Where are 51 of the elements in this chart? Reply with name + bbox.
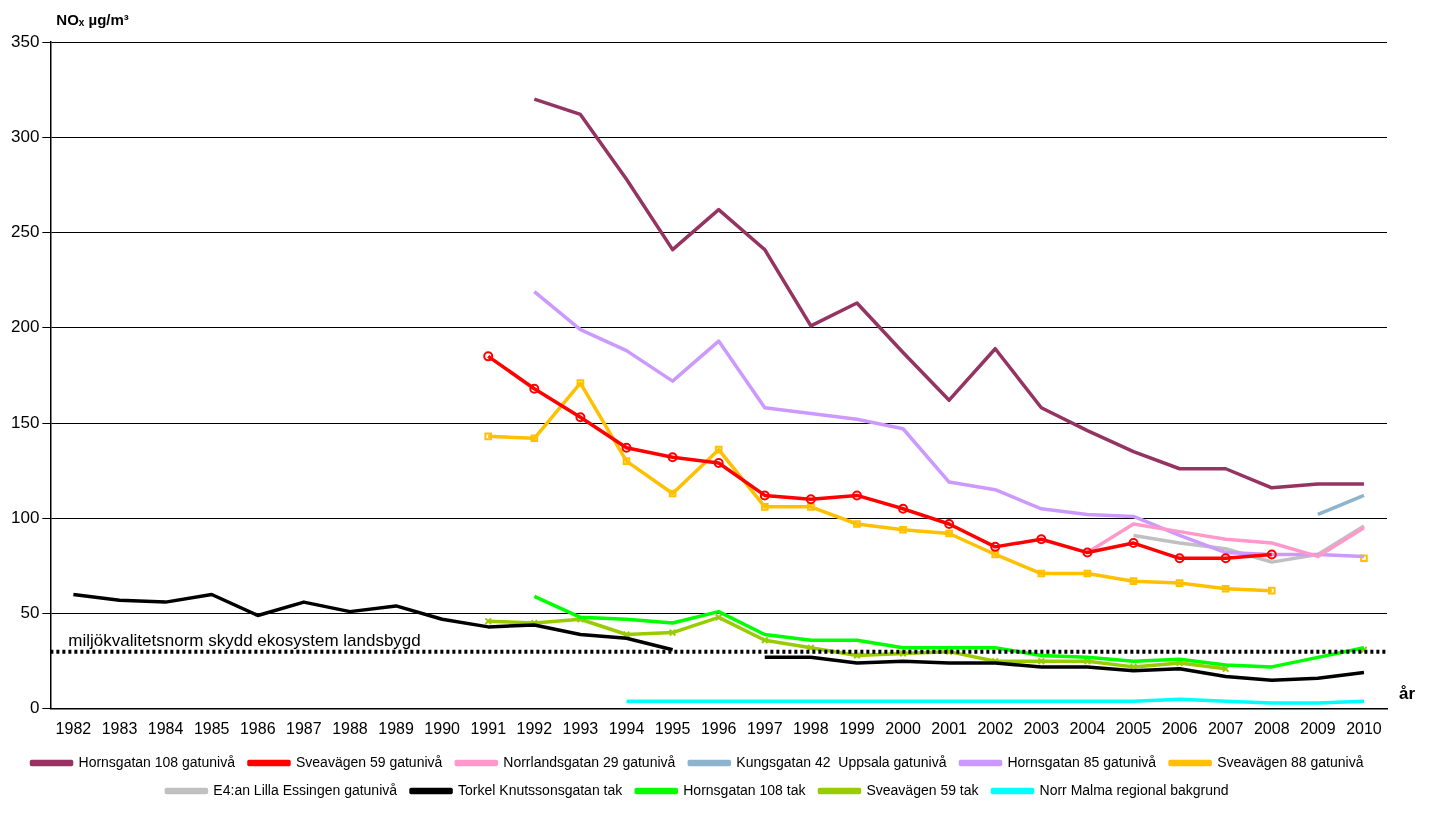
x-tick-label: 2000 (885, 719, 921, 737)
legend-label: Torkel Knutssonsgatan tak (458, 781, 624, 798)
x-tick-label: 2002 (977, 719, 1014, 737)
x-tick-label: 1992 (516, 719, 553, 737)
x-tick-label: 1988 (332, 719, 368, 737)
legend-label: Kungsgatan 42 Uppsala gatunivå (736, 753, 947, 770)
x-tick-label: 2006 (1161, 719, 1198, 737)
legend-label: Norrlandsgatan 29 gatunivå (503, 753, 676, 770)
x-tick-label: 1982 (55, 719, 92, 737)
x-tick-label: 1986 (239, 719, 276, 737)
x-tick-label: 1996 (700, 719, 737, 737)
legend-label: Norr Malma regional bakgrund (1039, 781, 1229, 798)
legend-label: Hornsgatan 108 gatunivå (78, 753, 236, 770)
x-tick-label: 1989 (378, 719, 414, 737)
x-tick-label: 2009 (1300, 719, 1336, 737)
ref-line-label: miljökvalitetsnorm skydd ekosystem landsbygd (68, 630, 421, 650)
x-tick-label: 2008 (1253, 719, 1290, 737)
legend-label: Sveavägen 59 tak (866, 781, 980, 798)
x-tick-label: 1997 (746, 719, 783, 737)
x-tick-label: 2001 (931, 719, 968, 737)
y-tick-label: 300 (10, 126, 40, 146)
y-tick-label: 100 (10, 507, 40, 527)
y-tick-label: 0 (29, 698, 40, 718)
y-tick-label: 150 (10, 412, 40, 432)
y-tick-label: 50 (20, 603, 40, 623)
x-tick-label: 2003 (1023, 719, 1060, 737)
legend-label: Hornsgatan 85 gatunivå (1007, 753, 1157, 770)
x-tick-label: 1998 (793, 719, 829, 737)
y-axis-title: NOₓ µg/m³ (56, 10, 129, 28)
x-tick-label: 2005 (1115, 719, 1152, 737)
x-tick-label: 1991 (470, 719, 507, 737)
legend-label: Hornsgatan 108 tak (683, 781, 807, 798)
legend-label: E4:an Lilla Essingen gatunivå (213, 781, 398, 798)
x-tick-label: 1984 (147, 719, 184, 737)
x-tick-label: 1994 (608, 719, 645, 737)
x-tick-label: 1995 (654, 719, 691, 737)
x-tick-label: 1987 (286, 719, 322, 737)
x-tick-label: 2010 (1346, 719, 1382, 737)
legend-label: Sveavägen 59 gatunivå (295, 753, 443, 770)
x-tick-label: 1999 (839, 719, 875, 737)
x-tick-label: 1985 (193, 719, 230, 737)
x-tick-label: 1990 (424, 719, 461, 737)
legend-label: Sveavägen 88 gatunivå (1217, 753, 1364, 770)
y-tick-label: 200 (10, 317, 40, 337)
y-tick-label: 250 (10, 222, 40, 242)
x-tick-label: 2007 (1207, 719, 1244, 737)
x-axis-title: år (1399, 683, 1416, 703)
x-tick-label: 2004 (1069, 719, 1106, 737)
y-tick-label: 350 (10, 31, 40, 51)
x-tick-label: 1993 (562, 719, 599, 737)
x-tick-label: 1983 (101, 719, 138, 737)
